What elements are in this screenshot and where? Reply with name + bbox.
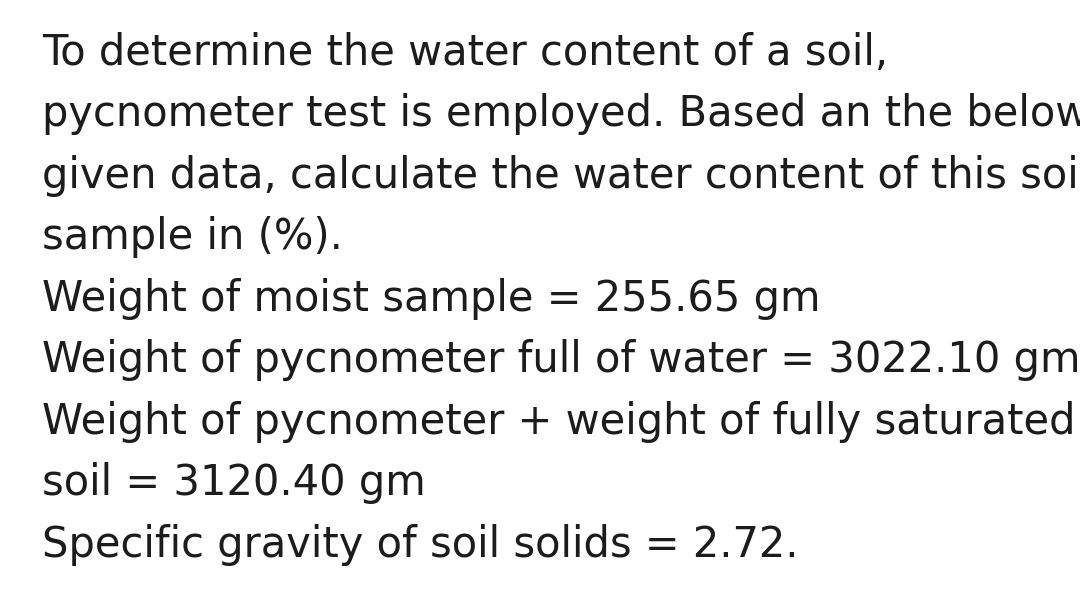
Text: Weight of pycnometer full of water = 3022.10 gm: Weight of pycnometer full of water = 302… xyxy=(42,340,1080,381)
Text: pycnometer test is employed. Based an the below: pycnometer test is employed. Based an th… xyxy=(42,94,1080,136)
Text: Weight of pycnometer + weight of fully saturated: Weight of pycnometer + weight of fully s… xyxy=(42,401,1076,443)
Text: sample in (%).: sample in (%). xyxy=(42,217,342,259)
Text: given data, calculate the water content of this soil: given data, calculate the water content … xyxy=(42,155,1080,197)
Text: Specific gravity of soil solids = 2.72.: Specific gravity of soil solids = 2.72. xyxy=(42,524,798,566)
Text: To determine the water content of a soil,: To determine the water content of a soil… xyxy=(42,32,888,74)
Text: soil = 3120.40 gm: soil = 3120.40 gm xyxy=(42,463,426,504)
Text: Weight of moist sample = 255.65 gm: Weight of moist sample = 255.65 gm xyxy=(42,278,821,320)
